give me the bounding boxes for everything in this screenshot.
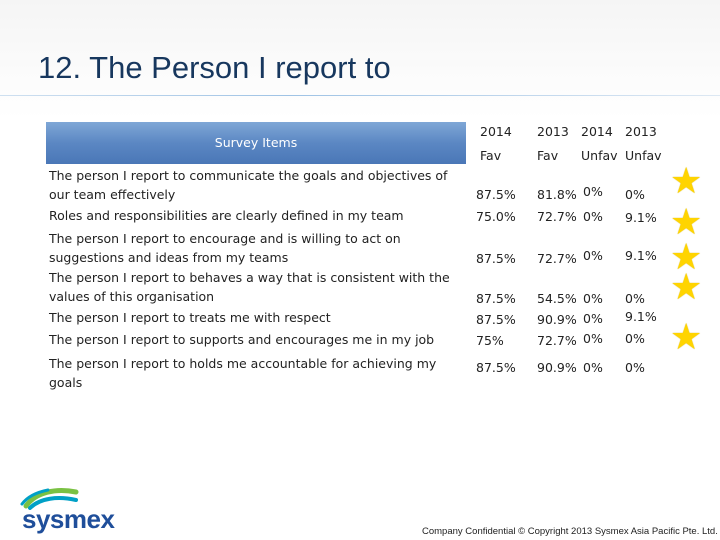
value-fav-2013: 72.7% bbox=[537, 251, 577, 266]
value-unfav-2013: 0% bbox=[625, 291, 645, 306]
value-fav-2014: 87.5% bbox=[476, 251, 516, 266]
star-icon: ★ bbox=[670, 317, 703, 358]
survey-item-text: The person I report to treats me with re… bbox=[49, 310, 331, 325]
value-fav-2013: 90.9% bbox=[537, 312, 577, 327]
value-unfav-2013: 0% bbox=[625, 360, 645, 375]
star-icon: ★ bbox=[670, 161, 703, 202]
star-icon: ★ bbox=[670, 202, 703, 243]
survey-items-header: Survey Items bbox=[46, 122, 466, 164]
value-unfav-2014: 0% bbox=[583, 248, 603, 263]
survey-item-text: The person I report to behaves a way tha… bbox=[49, 270, 450, 304]
value-unfav-2014: 0% bbox=[583, 209, 603, 224]
value-fav-2013: 72.7% bbox=[537, 209, 577, 224]
value-fav-2014: 87.5% bbox=[476, 360, 516, 375]
col-header-kind-unfav-2014: Unfav bbox=[581, 148, 618, 163]
sysmex-logo-icon bbox=[20, 488, 79, 510]
value-unfav-2013: 0% bbox=[625, 331, 645, 346]
value-unfav-2014: 0% bbox=[583, 184, 603, 199]
survey-item-text: Roles and responsibilities are clearly d… bbox=[49, 208, 404, 223]
survey-item-text: The person I report to communicate the g… bbox=[49, 168, 448, 202]
value-unfav-2014: 0% bbox=[583, 331, 603, 346]
company-logo-text: sysmex bbox=[22, 504, 115, 534]
survey-item-text: The person I report to supports and enco… bbox=[49, 332, 435, 347]
title-divider bbox=[0, 95, 720, 96]
footer-copyright: Company Confidential © Copyright 2013 Sy… bbox=[422, 526, 718, 537]
value-unfav-2014: 0% bbox=[583, 291, 603, 306]
col-header-year-unfav-2014: 2014 bbox=[581, 124, 613, 139]
value-fav-2014: 87.5% bbox=[476, 187, 516, 202]
value-unfav-2013: 9.1% bbox=[625, 248, 657, 263]
value-fav-2013: 90.9% bbox=[537, 360, 577, 375]
page-title: 12. The Person I report to bbox=[38, 50, 391, 85]
col-header-kind-fav-2014: Fav bbox=[480, 148, 502, 163]
value-unfav-2013: 9.1% bbox=[625, 210, 657, 225]
value-fav-2014: 75% bbox=[476, 333, 504, 348]
value-fav-2014: 75.0% bbox=[476, 209, 516, 224]
survey-item-text: The person I report to holds me accounta… bbox=[49, 356, 437, 390]
value-fav-2013: 81.8% bbox=[537, 187, 577, 202]
col-header-kind-unfav-2013: Unfav bbox=[625, 148, 662, 163]
col-header-year-unfav-2013: 2013 bbox=[625, 124, 657, 139]
star-icon: ★ bbox=[670, 237, 703, 278]
col-header-year-fav-2014: 2014 bbox=[480, 124, 512, 139]
value-unfav-2014: 0% bbox=[583, 360, 603, 375]
star-icon: ★ bbox=[670, 267, 703, 308]
value-fav-2013: 72.7% bbox=[537, 333, 577, 348]
col-header-year-fav-2013: 2013 bbox=[537, 124, 569, 139]
survey-item-text: The person I report to encourage and is … bbox=[49, 231, 401, 265]
value-fav-2013: 54.5% bbox=[537, 291, 577, 306]
value-unfav-2013: 9.1% bbox=[625, 309, 657, 324]
value-fav-2014: 87.5% bbox=[476, 312, 516, 327]
value-unfav-2013: 0% bbox=[625, 187, 645, 202]
value-unfav-2014: 0% bbox=[583, 311, 603, 326]
col-header-kind-fav-2013: Fav bbox=[537, 148, 559, 163]
value-fav-2014: 87.5% bbox=[476, 291, 516, 306]
